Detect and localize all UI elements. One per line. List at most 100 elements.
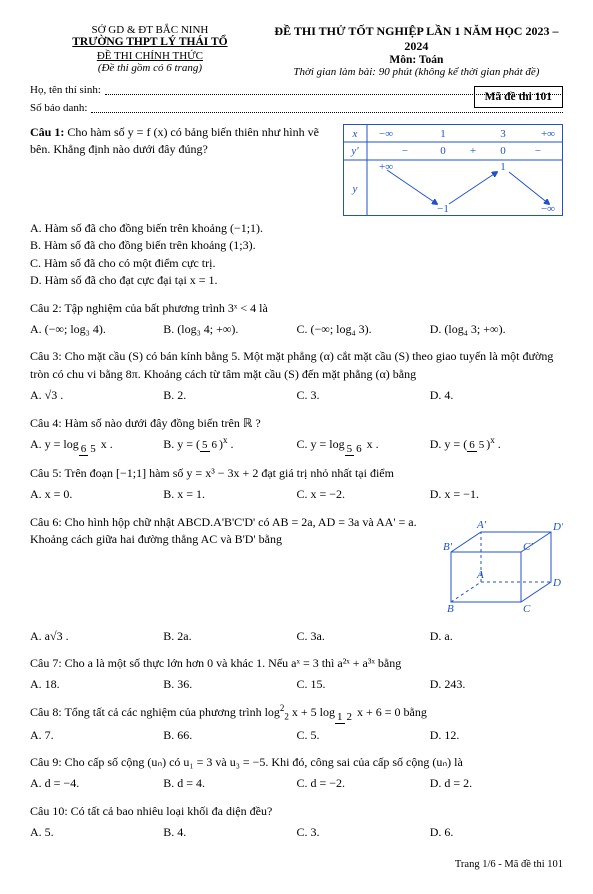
header-right: ĐỀ THI THỬ TỐT NGHIỆP LẦN 1 NĂM HỌC 2023…	[270, 24, 563, 78]
svg-text:D: D	[552, 577, 561, 589]
svg-text:A': A'	[476, 519, 487, 531]
q6-opt-d: D. a.	[430, 628, 563, 645]
q2-opt-b: B. (log₃ 4; +∞).	[163, 321, 296, 338]
dept-line: SỞ GD & ĐT BẮC NINH	[30, 24, 270, 36]
vt-ytr: 1	[500, 161, 506, 173]
q5-opt-d: D. x = −1.	[430, 486, 563, 503]
exam-header: SỞ GD & ĐT BẮC NINH TRƯỜNG THPT LÝ THÁI …	[30, 24, 563, 78]
q1-num: Câu 1:	[30, 125, 64, 139]
q1-opt-c: C. Hàm số đã cho có một điểm cực trị.	[30, 255, 563, 272]
vt-yp4: −	[535, 145, 541, 157]
q1-opt-b: B. Hàm số đã cho đồng biến trên khoảng (…	[30, 237, 563, 254]
exam-title: ĐỀ THI THỬ TỐT NGHIỆP LẦN 1 NĂM HỌC 2023…	[270, 24, 563, 54]
q10-opt-b: B. 4.	[163, 824, 296, 841]
question-5: Câu 5: Trên đoạn [−1;1] hàm số y = x³ − …	[30, 465, 563, 504]
q2-opt-c: C. (−∞; log₄ 3).	[297, 321, 430, 338]
svg-text:D': D'	[552, 521, 563, 533]
q3-opt-a: A. √3 .	[30, 387, 163, 404]
q7-opt-a: A. 18.	[30, 676, 163, 693]
q1-opt-a: A. Hàm số đã cho đồng biến trên khoảng (…	[30, 220, 563, 237]
id-row: Số báo danh:	[30, 102, 563, 114]
id-label: Số báo danh:	[30, 102, 87, 114]
q4-stem: Câu 4: Hàm số nào dưới đây đồng biến trê…	[30, 415, 563, 432]
q4-opt-b: B. y = (56)x .	[163, 436, 296, 455]
question-6: B C A D B' C' A' D' Câu 6: Cho hình hộp …	[30, 514, 563, 645]
q8-opt-b: B. 66.	[163, 727, 296, 744]
q9-stem: Câu 9: Cho cấp số cộng (uₙ) có u₁ = 3 và…	[30, 754, 563, 771]
subject-line: Môn: Toán	[270, 54, 563, 66]
svg-text:y: y	[352, 183, 358, 195]
q2-opt-d: D. (log₄ 3; +∞).	[430, 321, 563, 338]
vt-yp3: 0	[500, 145, 506, 157]
q8-opt-d: D. 12.	[430, 727, 563, 744]
vt-yp2: +	[470, 145, 476, 157]
question-10: Câu 10: Có tất cả bao nhiêu loại khối đa…	[30, 803, 563, 842]
q4-opt-c: C. y = log56 x .	[297, 436, 430, 455]
q9-opt-a: A. d = −4.	[30, 775, 163, 792]
vt-yp0: −	[402, 145, 408, 157]
cube-figure: B C A D B' C' A' D'	[433, 514, 563, 624]
svg-text:B': B'	[443, 541, 453, 553]
q10-stem: Câu 10: Có tất cả bao nhiêu loại khối đa…	[30, 803, 563, 820]
q2-stem: Câu 2: Tập nghiệm của bất phương trình 3…	[30, 300, 563, 317]
question-3: Câu 3: Cho mặt cầu (S) có bán kính bằng …	[30, 348, 563, 404]
question-8: Câu 8: Tổng tất cả các nghiệm của phương…	[30, 704, 563, 744]
q9-opt-c: C. d = −2.	[297, 775, 430, 792]
q3-stem: Câu 3: Cho mặt cầu (S) có bán kính bằng …	[30, 348, 563, 383]
vt-x3: +∞	[541, 128, 555, 140]
q6-opt-b: B. 2a.	[163, 628, 296, 645]
vt-ytl: +∞	[379, 161, 393, 173]
q10-opt-a: A. 5.	[30, 824, 163, 841]
id-dots	[91, 103, 563, 113]
svg-text:y': y'	[350, 145, 359, 157]
q8-stem: Câu 8: Tổng tất cả các nghiệm của phương…	[30, 704, 563, 723]
q7-opt-d: D. 243.	[430, 676, 563, 693]
q7-opt-c: C. 15.	[297, 676, 430, 693]
svg-text:A: A	[476, 569, 484, 581]
q8-opt-c: C. 5.	[297, 727, 430, 744]
vt-x2: 3	[500, 128, 506, 140]
vt-ybm: −1	[437, 203, 449, 215]
q6-opt-c: C. 3a.	[297, 628, 430, 645]
svg-text:C': C'	[523, 541, 533, 553]
q2-opt-a: A. (−∞; log₃ 4).	[30, 321, 163, 338]
q5-opt-a: A. x = 0.	[30, 486, 163, 503]
name-row: Họ, tên thí sinh:	[30, 84, 563, 96]
q8-opt-a: A. 7.	[30, 727, 163, 744]
q3-opt-c: C. 3.	[297, 387, 430, 404]
q3-opt-b: B. 2.	[163, 387, 296, 404]
q1-stem: Cho hàm số y = f (x) có bảng biến thiên …	[30, 125, 319, 156]
pages-line: (Đề thi gồm có 6 trang)	[30, 62, 270, 74]
official-line: ĐỀ THI CHÍNH THỨC	[30, 50, 270, 62]
q5-opt-c: C. x = −2.	[297, 486, 430, 503]
q10-opt-c: C. 3.	[297, 824, 430, 841]
school-line: TRƯỜNG THPT LÝ THÁI TỔ	[30, 36, 270, 48]
name-label: Họ, tên thí sinh:	[30, 84, 101, 96]
question-9: Câu 9: Cho cấp số cộng (uₙ) có u₁ = 3 và…	[30, 754, 563, 793]
q1-opt-d: D. Hàm số đã cho đạt cực đại tại x = 1.	[30, 272, 563, 289]
q5-opt-b: B. x = 1.	[163, 486, 296, 503]
q7-opt-b: B. 36.	[163, 676, 296, 693]
svg-text:B: B	[447, 603, 454, 615]
svg-text:C: C	[523, 603, 531, 615]
vt-x1: 1	[440, 128, 446, 140]
duration-line: Thời gian làm bài: 90 phút (không kể thờ…	[270, 66, 563, 78]
question-2: Câu 2: Tập nghiệm của bất phương trình 3…	[30, 300, 563, 339]
question-4: Câu 4: Hàm số nào dưới đây đồng biến trê…	[30, 415, 563, 455]
question-1: Câu 1: Cho hàm số y = f (x) có bảng biến…	[30, 124, 563, 290]
vt-x0: −∞	[379, 128, 393, 140]
q10-opt-d: D. 6.	[430, 824, 563, 841]
q9-opt-d: D. d = 2.	[430, 775, 563, 792]
name-dots	[105, 85, 563, 95]
q4-opt-d: D. y = (65)x .	[430, 436, 563, 455]
q6-opt-a: A. a√3 .	[30, 628, 163, 645]
svg-text:x: x	[352, 128, 358, 140]
q7-stem: Câu 7: Cho a là một số thực lớn hơn 0 và…	[30, 655, 563, 672]
variation-table: x y' y −∞ 1 3 +∞ − 0 + 0 − +∞ 1 −1	[343, 124, 563, 216]
page-footer: Trang 1/6 - Mã đề thi 101	[30, 859, 563, 870]
q4-opt-a: A. y = log65 x .	[30, 436, 163, 455]
header-left: SỞ GD & ĐT BẮC NINH TRƯỜNG THPT LÝ THÁI …	[30, 24, 270, 78]
q9-opt-b: B. d = 4.	[163, 775, 296, 792]
vt-ybr: −∞	[541, 203, 555, 215]
q5-stem: Câu 5: Trên đoạn [−1;1] hàm số y = x³ − …	[30, 465, 563, 482]
